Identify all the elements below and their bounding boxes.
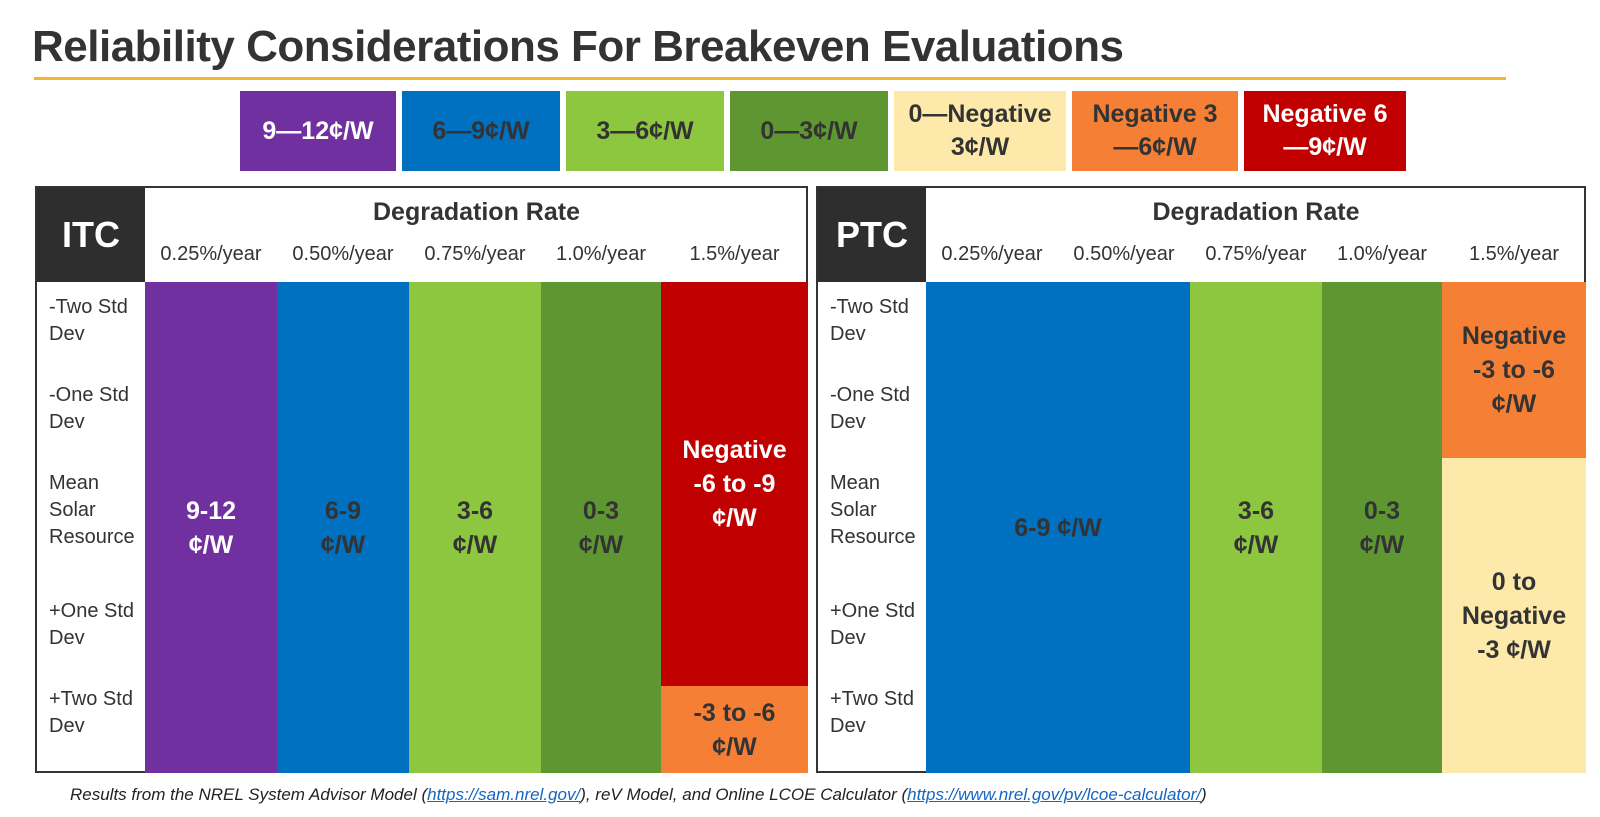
itc-cell-10: 0-3 ¢/W bbox=[541, 282, 661, 773]
ptc-col-head-3: 0.75%/year bbox=[1205, 243, 1307, 265]
legend-chip-3-6: 3—6¢/W bbox=[566, 91, 724, 171]
ptc-label: PTC bbox=[818, 188, 926, 282]
itc-row-label-1: -Two Std Dev bbox=[49, 296, 128, 345]
ptc-cell-10: 0-3 ¢/W bbox=[1322, 282, 1442, 773]
ptc-col-head-5: 1.5%/year bbox=[1468, 243, 1560, 265]
ptc-cell-15-upper: Negative -3 to -6 ¢/W bbox=[1442, 282, 1586, 458]
itc-cell-075: 3-6 ¢/W bbox=[409, 282, 541, 773]
ptc-cell-025-050: 6-9 ¢/W bbox=[926, 282, 1190, 773]
ptc-col-head-1: 0.25%/year bbox=[941, 243, 1043, 265]
footnote-middle: ), reV Model, and Online LCOE Calculator… bbox=[580, 785, 908, 804]
itc-row-label-2: -One Std Dev bbox=[49, 384, 130, 433]
legend-chip-neg3-6: Negative 3—6¢/W bbox=[1072, 91, 1238, 171]
ptc-row-label-2: -One Std Dev bbox=[830, 384, 911, 433]
itc-panel: ITC Degradation Rate 0.25%/year 0.50%/ye… bbox=[35, 186, 808, 773]
ptc-row-label-3: Mean Solar Resource bbox=[830, 472, 916, 548]
itc-col-head-4: 1.0%/year bbox=[555, 243, 647, 265]
ptc-col-head-2: 0.50%/year bbox=[1073, 243, 1175, 265]
legend-chip-0-neg3: 0—Negative 3¢/W bbox=[894, 91, 1066, 171]
itc-degradation-title: Degradation Rate bbox=[373, 198, 580, 226]
itc-col-head-1: 0.25%/year bbox=[160, 243, 262, 265]
footnote-prefix: Results from the NREL System Advisor Mod… bbox=[70, 785, 428, 804]
legend-chip-6-9: 6—9¢/W bbox=[402, 91, 560, 171]
footnote-suffix: ) bbox=[1200, 785, 1207, 804]
itc-col-head-5: 1.5%/year bbox=[689, 243, 780, 265]
itc-row-label-4: +One Std Dev bbox=[49, 600, 135, 649]
footnote: Results from the NREL System Advisor Mod… bbox=[70, 785, 1207, 805]
itc-cell-025: 9-12 ¢/W bbox=[145, 282, 277, 773]
ptc-row-label-5: +Two Std Dev bbox=[830, 688, 914, 737]
legend-chip-neg6-9: Negative 6—9¢/W bbox=[1244, 91, 1406, 171]
sam-link[interactable]: https://sam.nrel.gov/ bbox=[427, 785, 581, 804]
lcoe-calculator-link[interactable]: https://www.nrel.gov/pv/lcoe-calculator/ bbox=[907, 785, 1201, 804]
page-title: Reliability Considerations For Breakeven… bbox=[32, 22, 1124, 71]
legend-chip-9-12: 9—12¢/W bbox=[240, 91, 396, 171]
itc-cell-15-upper: Negative -6 to -9 ¢/W bbox=[661, 282, 808, 686]
itc-label: ITC bbox=[37, 188, 145, 282]
itc-col-head-3: 0.75%/year bbox=[424, 243, 526, 265]
title-underline bbox=[34, 77, 1506, 80]
itc-col-head-2: 0.50%/year bbox=[292, 243, 394, 265]
itc-cell-050: 6-9 ¢/W bbox=[277, 282, 409, 773]
ptc-col-head-4: 1.0%/year bbox=[1336, 243, 1428, 265]
itc-row-label-5: +Two Std Dev bbox=[49, 688, 133, 737]
ptc-panel: PTC Degradation Rate 0.25%/year 0.50%/ye… bbox=[816, 186, 1586, 773]
ptc-row-label-1: -Two Std Dev bbox=[830, 296, 909, 345]
itc-cell-15-lower: -3 to -6 ¢/W bbox=[661, 686, 808, 773]
legend-chip-0-3: 0—3¢/W bbox=[730, 91, 888, 171]
itc-row-label-3: Mean Solar Resource bbox=[49, 472, 135, 548]
ptc-row-label-4: +One Std Dev bbox=[830, 600, 916, 649]
ptc-degradation-title: Degradation Rate bbox=[1152, 198, 1360, 226]
ptc-cell-075: 3-6 ¢/W bbox=[1190, 282, 1322, 773]
ptc-cell-15-lower: 0 to Negative -3 ¢/W bbox=[1442, 458, 1586, 773]
